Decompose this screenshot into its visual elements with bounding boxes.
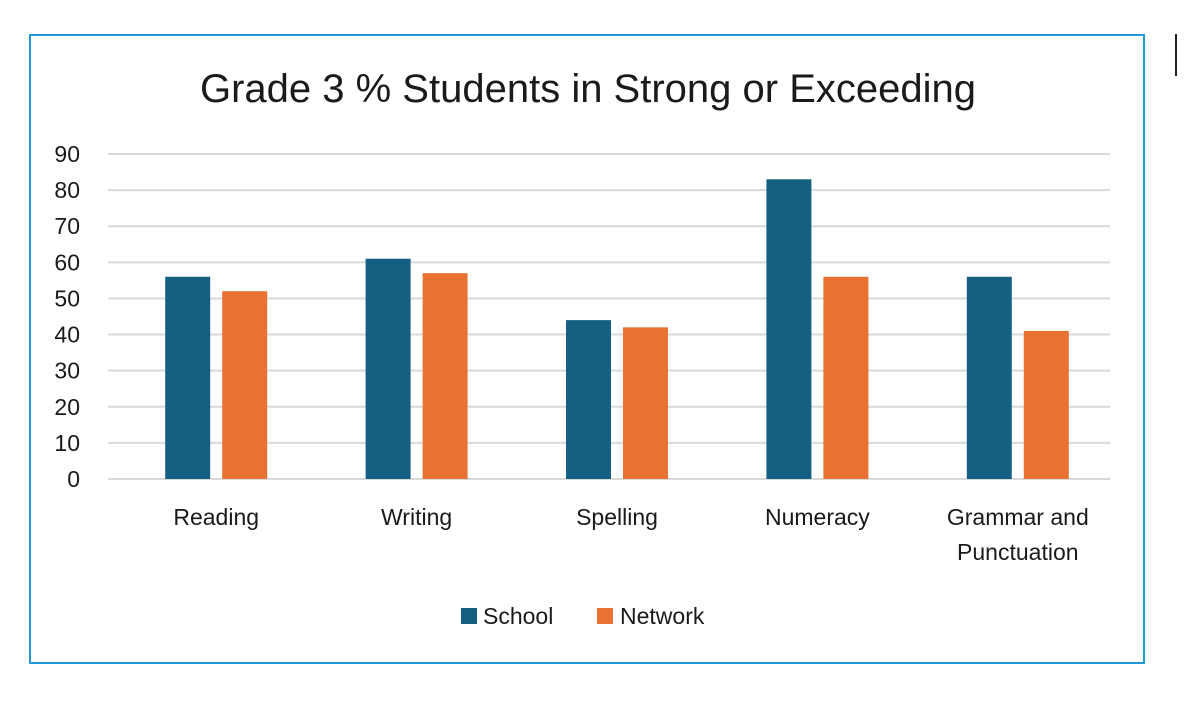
- y-tick-label: 30: [54, 358, 80, 384]
- y-tick-label: 60: [54, 249, 80, 275]
- bar-network-3[interactable]: [823, 276, 869, 479]
- x-category-label: Writing: [381, 504, 452, 530]
- bar-network-2[interactable]: [623, 327, 668, 479]
- bars: [165, 179, 1069, 479]
- y-tick-label: 40: [54, 322, 80, 348]
- y-tick-label: 20: [54, 394, 80, 420]
- bar-network-4[interactable]: [1023, 330, 1069, 479]
- x-category-label: Reading: [173, 504, 259, 530]
- y-tick-label: 90: [54, 141, 80, 167]
- x-axis-category-labels: Reading Writing Spelling Numeracy Grammar an…: [173, 504, 1088, 565]
- gridlines: [108, 153, 1110, 480]
- y-tick-label: 50: [54, 285, 80, 311]
- bar-school-3[interactable]: [766, 179, 812, 479]
- bar-school-0[interactable]: [165, 276, 211, 479]
- y-tick-label: 80: [54, 177, 80, 203]
- legend-label-network: Network: [620, 603, 705, 629]
- x-category-label: Spelling: [576, 504, 658, 530]
- bar-school-2[interactable]: [566, 320, 611, 479]
- y-tick-label: 70: [54, 213, 80, 239]
- y-tick-label: 10: [54, 430, 80, 456]
- x-category-label: Numeracy: [765, 504, 870, 530]
- chart-title: Grade 3 % Students in Strong or Exceedin…: [200, 67, 976, 111]
- legend-swatch-school: [461, 608, 477, 624]
- x-category-label: Grammar and: [947, 504, 1089, 530]
- legend-swatch-network: [597, 608, 613, 624]
- bar-school-1[interactable]: [365, 258, 411, 479]
- legend-label-school: School: [483, 603, 553, 629]
- bar-network-0[interactable]: [222, 291, 268, 479]
- bar-network-1[interactable]: [422, 273, 468, 479]
- y-axis-tick-labels: 0 10 20 30 40 50 60 70 80 90: [54, 141, 80, 492]
- text-cursor: [1175, 34, 1177, 76]
- bar-school-4[interactable]: [966, 276, 1012, 479]
- legend: School Network: [461, 603, 705, 629]
- x-category-label: Punctuation: [957, 539, 1078, 565]
- y-tick-label: 0: [67, 466, 80, 492]
